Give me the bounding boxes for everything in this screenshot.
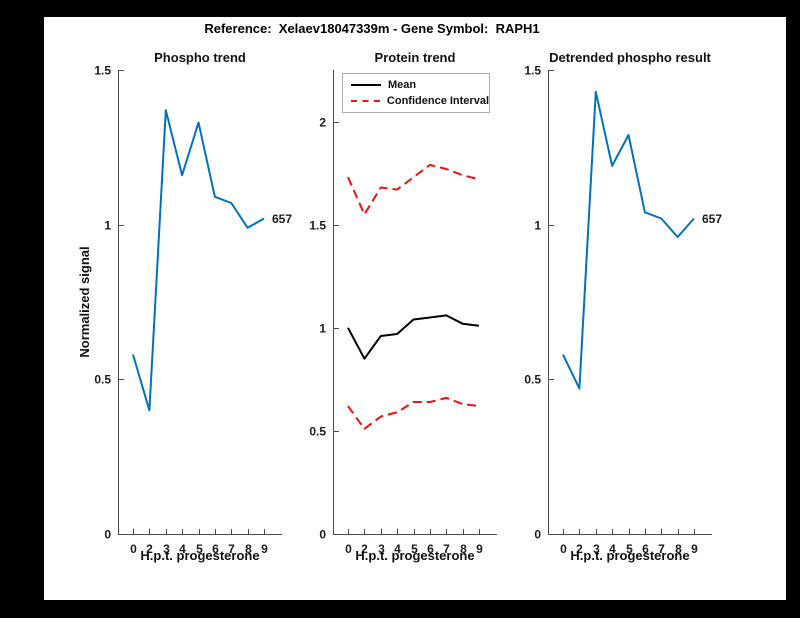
x-axis-label-phospho: H.p.t. progesterone <box>140 548 260 563</box>
legend-label-mean: Mean <box>388 78 417 91</box>
svg-text:0: 0 <box>104 528 111 542</box>
protein-trend-chart: 00.511.520 2 3 4 5 6 7 8 9 <box>309 70 497 556</box>
svg-text:7: 7 <box>443 542 450 556</box>
svg-text:0: 0 <box>319 528 326 542</box>
svg-text:3: 3 <box>593 542 600 556</box>
x-axis-label-protein: H.p.t. progesterone <box>355 548 475 563</box>
svg-text:0.5: 0.5 <box>94 373 111 387</box>
svg-text:4: 4 <box>179 542 186 556</box>
svg-text:1: 1 <box>319 322 326 336</box>
mean-line-sample-icon <box>351 83 381 86</box>
svg-text:4: 4 <box>609 542 616 556</box>
svg-text:0: 0 <box>130 542 137 556</box>
legend-box: Mean Confidence Interval <box>342 73 490 113</box>
svg-text:3: 3 <box>163 542 170 556</box>
svg-text:0: 0 <box>534 528 541 542</box>
svg-text:1: 1 <box>104 219 111 233</box>
svg-text:2: 2 <box>319 116 326 130</box>
svg-text:2: 2 <box>576 542 583 556</box>
svg-text:6: 6 <box>212 542 219 556</box>
svg-text:1.5: 1.5 <box>309 219 326 233</box>
legend-entry-confidence-interval: Confidence Interval <box>343 95 489 107</box>
figure-canvas: Reference: Xelaev18047339m - Gene Symbol… <box>44 17 786 600</box>
svg-text:0.5: 0.5 <box>309 425 326 439</box>
svg-text:0: 0 <box>560 542 567 556</box>
subplot-title-protein-trend: Protein trend <box>374 50 456 65</box>
svg-text:2: 2 <box>146 542 153 556</box>
svg-text:0: 0 <box>345 542 352 556</box>
svg-text:7: 7 <box>658 542 665 556</box>
svg-text:5: 5 <box>411 542 418 556</box>
svg-text:6: 6 <box>427 542 434 556</box>
legend-entry-mean: Mean <box>343 79 489 91</box>
svg-text:4: 4 <box>394 542 401 556</box>
svg-text:8: 8 <box>460 542 467 556</box>
svg-text:0.5: 0.5 <box>524 373 541 387</box>
svg-text:1: 1 <box>534 219 541 233</box>
confidence-interval-line-sample-icon <box>351 100 380 103</box>
svg-text:2: 2 <box>361 542 368 556</box>
svg-text:9: 9 <box>691 542 698 556</box>
subplot-title-detrended-phospho: Detrended phospho result <box>549 50 711 65</box>
svg-text:5: 5 <box>196 542 203 556</box>
svg-text:6: 6 <box>642 542 649 556</box>
x-axis-label-detrended: H.p.t. progesterone <box>570 548 690 563</box>
svg-text:9: 9 <box>261 542 268 556</box>
legend-label-confidence-interval: Confidence Interval <box>386 95 489 108</box>
svg-text:1.5: 1.5 <box>94 64 111 78</box>
svg-text:8: 8 <box>245 542 252 556</box>
figure-title: Reference: Xelaev18047339m - Gene Symbol… <box>204 21 540 36</box>
svg-text:8: 8 <box>675 542 682 556</box>
svg-text:9: 9 <box>476 542 483 556</box>
svg-text:5: 5 <box>626 542 633 556</box>
subplot-title-phospho-trend: Phospho trend <box>154 50 246 65</box>
svg-text:3: 3 <box>378 542 385 556</box>
svg-text:657: 657 <box>702 212 722 226</box>
svg-text:7: 7 <box>228 542 235 556</box>
svg-text:657: 657 <box>272 212 292 226</box>
svg-text:1.5: 1.5 <box>524 64 541 78</box>
